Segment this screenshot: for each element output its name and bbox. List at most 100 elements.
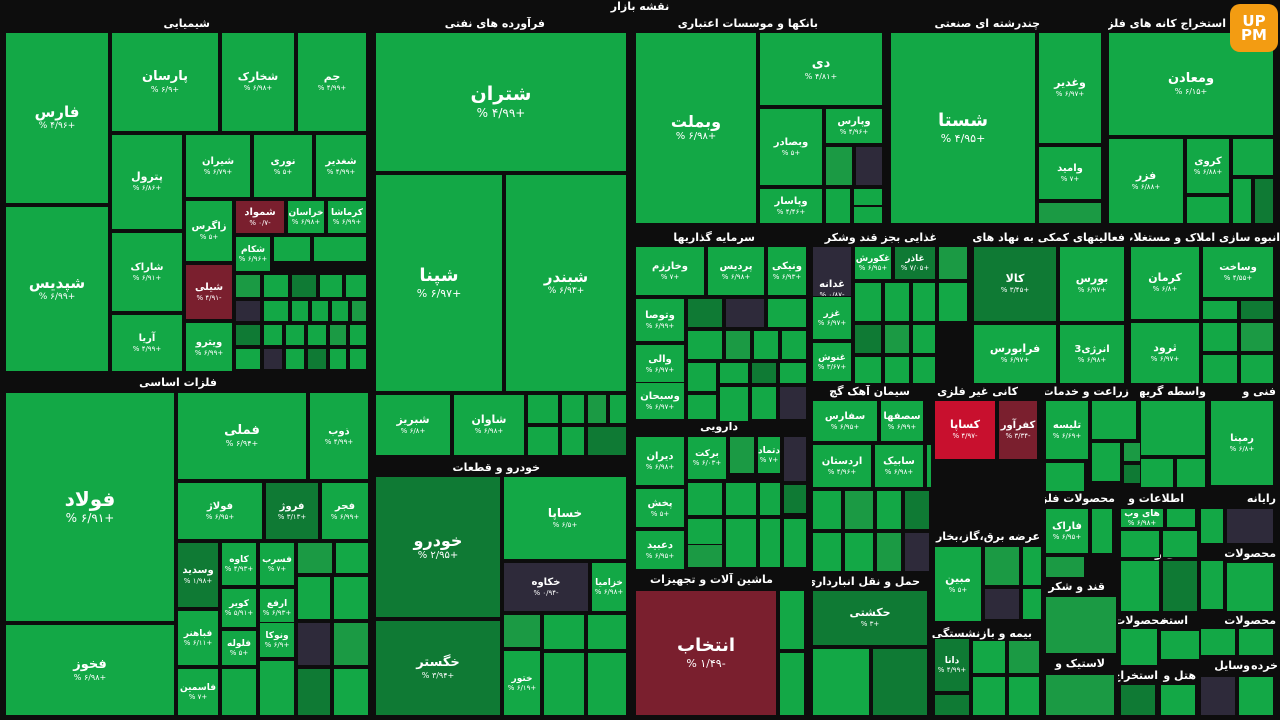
stock-tile-small[interactable] <box>259 660 295 716</box>
stock-tile[interactable]: وساخت +۴/۵۵ % <box>1202 246 1274 298</box>
stock-tile[interactable]: شموا‌د -۰/۷ % <box>235 200 285 234</box>
stock-tile-small[interactable] <box>725 330 751 360</box>
stock-tile[interactable]: فاسمین +۷ % <box>177 668 219 716</box>
stock-tile-small[interactable] <box>263 274 289 298</box>
stock-tile-small[interactable] <box>984 546 1020 586</box>
stock-tile[interactable]: شبندر +۶/۹۳ % <box>505 174 627 392</box>
stock-tile[interactable]: آریا +۴/۹۹ % <box>111 314 183 372</box>
stock-tile-small[interactable] <box>855 146 883 186</box>
stock-tile[interactable]: فزر +۶/۸۸ % <box>1108 138 1184 224</box>
stock-tile[interactable]: وسدید +۱/۹۸ % <box>177 542 219 608</box>
stock-tile[interactable]: فولاژ +۶/۹۵ % <box>177 482 263 540</box>
stock-tile-small[interactable] <box>313 236 367 262</box>
stock-tile[interactable]: غزر +۶/۹۷ % <box>812 296 852 340</box>
stock-tile-small[interactable] <box>687 330 723 360</box>
stock-tile[interactable]: شغدیر +۴/۹۹ % <box>315 134 367 198</box>
stock-tile-small[interactable] <box>543 614 585 650</box>
stock-tile-small[interactable] <box>876 490 902 530</box>
stock-tile-small[interactable] <box>1226 508 1274 544</box>
stock-tile-small[interactable] <box>1038 202 1102 224</box>
stock-tile[interactable]: فملی +۶/۹۴ % <box>177 392 307 480</box>
stock-tile[interactable]: پردیس +۶/۹۸ % <box>707 246 765 296</box>
stock-tile-small[interactable] <box>333 576 369 620</box>
stock-tile[interactable]: وتوصا +۶/۹۹ % <box>635 298 685 342</box>
stock-tile[interactable]: ومعادن +۶/۱۵ % <box>1108 32 1274 136</box>
stock-tile[interactable]: جم +۴/۹۹ % <box>297 32 367 132</box>
stock-tile-small[interactable] <box>779 590 805 650</box>
stock-tile[interactable]: بورس +۶/۹۷ % <box>1059 246 1125 322</box>
stock-tile[interactable]: ارفع +۶/۹۳ % <box>259 588 295 628</box>
stock-tile-small[interactable] <box>779 386 807 420</box>
stock-tile[interactable]: غاذر +۷/۰۵ % <box>894 246 936 280</box>
stock-tile-small[interactable] <box>1045 556 1085 578</box>
stock-tile[interactable]: کرماشا +۶/۹۹ % <box>327 200 367 234</box>
stock-tile[interactable]: وپارس +۴/۹۶ % <box>825 108 883 144</box>
stock-tile-small[interactable] <box>904 532 930 572</box>
stock-tile-small[interactable] <box>767 298 807 328</box>
stock-tile-small[interactable] <box>912 324 936 354</box>
stock-tile-small[interactable] <box>1232 138 1274 176</box>
stock-tile[interactable]: شستا +۴/۹۵ % <box>890 32 1036 224</box>
stock-tile[interactable]: کساپا -۴/۹۷ % <box>934 400 996 460</box>
stock-tile-small[interactable] <box>1162 530 1198 558</box>
stock-tile[interactable]: فارس +۴/۹۶ % <box>5 32 109 204</box>
stock-tile-small[interactable] <box>297 622 331 666</box>
stock-tile-small[interactable] <box>687 394 717 420</box>
stock-tile-small[interactable] <box>904 490 930 530</box>
stock-tile-small[interactable] <box>825 188 851 224</box>
stock-tile-small[interactable] <box>263 300 289 322</box>
stock-tile[interactable]: نوری +۵ % <box>253 134 313 198</box>
stock-tile[interactable]: فولاد +۶/۹۱ % <box>5 392 175 622</box>
stock-tile-small[interactable] <box>938 282 968 322</box>
stock-tile-small[interactable] <box>1091 400 1137 440</box>
stock-tile-small[interactable] <box>329 348 347 370</box>
stock-tile-small[interactable] <box>926 444 932 488</box>
stock-tile-small[interactable] <box>1045 462 1085 492</box>
stock-tile-small[interactable] <box>221 668 257 716</box>
stock-tile-small[interactable] <box>1200 628 1236 656</box>
stock-tile-small[interactable] <box>1123 442 1141 462</box>
stock-tile-small[interactable] <box>1186 196 1230 224</box>
stock-tile[interactable]: تلیسه +۶/۶۹ % <box>1045 400 1089 460</box>
stock-tile-small[interactable] <box>1232 178 1252 224</box>
stock-tile-small[interactable] <box>783 436 807 482</box>
stock-tile-small[interactable] <box>853 206 883 224</box>
stock-tile-small[interactable] <box>753 330 779 360</box>
stock-tile-small[interactable] <box>1091 508 1113 554</box>
stock-tile[interactable]: زاگرس +۵ % <box>185 200 233 262</box>
stock-tile-small[interactable] <box>291 274 317 298</box>
stock-tile-small[interactable] <box>872 648 928 716</box>
stock-tile[interactable]: پترول +۶/۸۶ % <box>111 134 183 230</box>
stock-tile[interactable]: فرابورس +۶/۹۷ % <box>973 324 1057 384</box>
stock-tile-small[interactable] <box>687 482 723 516</box>
stock-tile-small[interactable] <box>297 576 331 620</box>
stock-tile-small[interactable] <box>884 282 910 322</box>
stock-tile-small[interactable] <box>235 300 261 322</box>
stock-tile-small[interactable] <box>972 676 1006 716</box>
stock-tile-small[interactable] <box>751 362 777 384</box>
stock-tile[interactable]: کویر +۵/۹۱ % <box>221 588 257 628</box>
stock-tile-small[interactable] <box>333 668 369 716</box>
stock-tile[interactable]: شتران +۴/۹۹ % <box>375 32 627 172</box>
stock-tile-small[interactable] <box>1140 400 1206 456</box>
stock-tile[interactable]: شاراک +۶/۹۱ % <box>111 232 183 312</box>
stock-tile-small[interactable] <box>285 324 305 346</box>
stock-tile-small[interactable] <box>1240 322 1274 352</box>
stock-tile[interactable]: خزامیا +۶/۹۸ % <box>591 562 627 612</box>
stock-tile-small[interactable] <box>1166 508 1196 528</box>
stock-tile[interactable]: ونوکا +۶/۹ % <box>259 622 295 658</box>
stock-tile[interactable]: ونیکی +۶/۹۳ % <box>767 246 807 296</box>
stock-tile-small[interactable] <box>725 482 757 516</box>
stock-tile[interactable]: سفارس +۶/۹۵ % <box>812 400 878 442</box>
stock-tile[interactable]: ثرود +۶/۹۷ % <box>1130 322 1200 384</box>
stock-tile-small[interactable] <box>984 588 1020 620</box>
stock-tile[interactable]: ویترو +۶/۹۹ % <box>185 322 233 372</box>
stock-tile-small[interactable] <box>759 482 781 516</box>
stock-tile-small[interactable] <box>1022 546 1042 586</box>
stock-tile[interactable]: فاراک +۶/۹۵ % <box>1045 508 1089 554</box>
stock-tile-small[interactable] <box>972 640 1006 674</box>
stock-tile-small[interactable] <box>1008 676 1040 716</box>
stock-tile-small[interactable] <box>853 188 883 206</box>
stock-tile-small[interactable] <box>759 518 781 568</box>
stock-tile[interactable]: فباهنر +۶/۱۱ % <box>177 610 219 666</box>
